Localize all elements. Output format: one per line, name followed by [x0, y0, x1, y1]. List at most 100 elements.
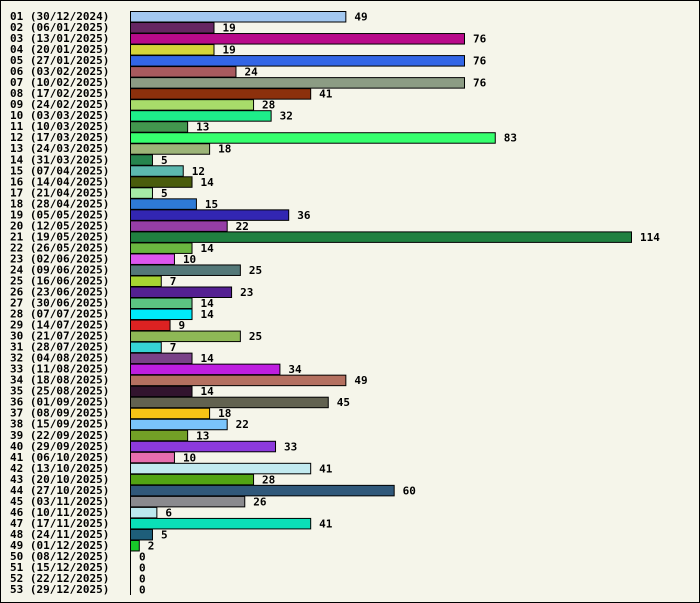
value-label: 25	[249, 330, 262, 343]
value-label: 19	[223, 22, 236, 35]
category-label: 01 (30/12/2024)	[10, 10, 109, 23]
bar	[130, 77, 465, 89]
value-label: 76	[473, 55, 487, 68]
bar	[130, 187, 153, 199]
bar	[130, 385, 193, 398]
value-label: 14	[201, 352, 215, 365]
category-label: 35 (25/08/2025)	[10, 385, 109, 398]
value-label: 15	[205, 198, 218, 211]
category-label: 48 (24/11/2025)	[10, 528, 109, 541]
category-label: 15 (07/04/2025)	[10, 164, 109, 177]
value-label: 25	[249, 264, 262, 277]
value-label: 32	[280, 110, 293, 123]
bar	[130, 341, 162, 354]
category-label: 30 (21/07/2025)	[10, 330, 109, 343]
bar	[130, 209, 290, 221]
bar	[130, 330, 241, 343]
bar	[130, 55, 465, 67]
category-label: 32 (04/08/2025)	[10, 352, 109, 365]
value-label: 13	[196, 429, 209, 442]
value-label: 10	[183, 253, 196, 266]
bar	[130, 308, 193, 321]
category-label: 03 (13/01/2025)	[10, 32, 109, 45]
category-label: 46 (10/11/2025)	[10, 506, 109, 519]
category-label: 28 (07/07/2025)	[10, 308, 109, 321]
category-label: 34 (18/08/2025)	[10, 374, 109, 387]
value-label: 5	[161, 528, 168, 541]
value-label: 2	[148, 539, 155, 552]
value-label: 33	[284, 440, 297, 453]
bar	[130, 220, 228, 232]
value-label: 7	[170, 341, 177, 354]
category-label: 05 (27/01/2025)	[10, 54, 109, 67]
value-label: 28	[262, 473, 275, 486]
value-label: 19	[223, 44, 236, 57]
value-label: 6	[165, 506, 172, 519]
value-label: 41	[319, 462, 333, 475]
value-label: 34	[288, 363, 302, 376]
bar	[130, 110, 272, 122]
bar	[130, 165, 184, 177]
category-label: 16 (14/04/2025)	[10, 175, 109, 188]
bar	[130, 517, 312, 530]
value-label: 49	[354, 374, 367, 387]
category-label: 52 (22/12/2025)	[10, 572, 109, 585]
value-label: 10	[183, 451, 196, 464]
category-label: 27 (30/06/2025)	[10, 297, 109, 310]
bar	[130, 275, 162, 287]
value-label: 18	[218, 407, 231, 420]
value-label: 49	[354, 11, 367, 24]
category-label: 25 (16/06/2025)	[10, 274, 109, 287]
category-label: 41 (06/10/2025)	[10, 451, 109, 464]
value-label: 76	[473, 77, 487, 90]
value-label: 41	[319, 88, 333, 101]
category-label: 49 (01/12/2025)	[10, 539, 109, 552]
bar	[130, 363, 281, 376]
value-label: 24	[244, 66, 258, 79]
value-label: 5	[161, 187, 168, 200]
bar	[130, 154, 153, 166]
category-label: 13 (24/03/2025)	[10, 142, 109, 155]
value-label: 14	[201, 297, 215, 310]
value-label: 41	[319, 517, 333, 530]
value-label: 7	[170, 275, 177, 288]
category-label: 53 (29/12/2025)	[10, 583, 109, 596]
bar	[130, 506, 158, 519]
value-label: 14	[201, 242, 215, 255]
bar	[130, 22, 215, 34]
category-label: 23 (02/06/2025)	[10, 252, 109, 265]
value-label: 13	[196, 121, 209, 134]
category-label: 04 (20/01/2025)	[10, 43, 109, 56]
category-label: 09 (24/02/2025)	[10, 98, 109, 111]
value-label: 0	[139, 562, 146, 575]
bar	[130, 143, 211, 155]
bar	[130, 198, 197, 210]
value-label: 83	[504, 132, 517, 145]
category-label: 33 (11/08/2025)	[10, 363, 109, 376]
bar	[130, 429, 189, 442]
value-label: 14	[201, 385, 215, 398]
bar	[130, 66, 237, 78]
category-label: 02 (06/01/2025)	[10, 21, 109, 34]
value-label: 22	[236, 220, 249, 233]
value-label: 28	[262, 99, 275, 112]
category-label: 31 (28/07/2025)	[10, 341, 109, 354]
category-label: 06 (03/02/2025)	[10, 65, 109, 78]
category-label: 47 (17/11/2025)	[10, 517, 109, 530]
bar	[130, 451, 175, 464]
bar	[130, 286, 233, 298]
value-label: 14	[201, 176, 215, 189]
bar	[130, 264, 241, 276]
bar	[130, 462, 312, 475]
value-label: 36	[297, 209, 311, 222]
category-label: 43 (20/10/2025)	[10, 473, 109, 486]
category-label: 40 (29/09/2025)	[10, 440, 109, 453]
value-label: 0	[139, 550, 146, 563]
category-label: 12 (17/03/2025)	[10, 131, 109, 144]
category-label: 42 (13/10/2025)	[10, 462, 109, 475]
bar	[130, 88, 312, 100]
category-label: 50 (08/12/2025)	[10, 550, 109, 563]
category-label: 10 (03/03/2025)	[10, 109, 109, 122]
